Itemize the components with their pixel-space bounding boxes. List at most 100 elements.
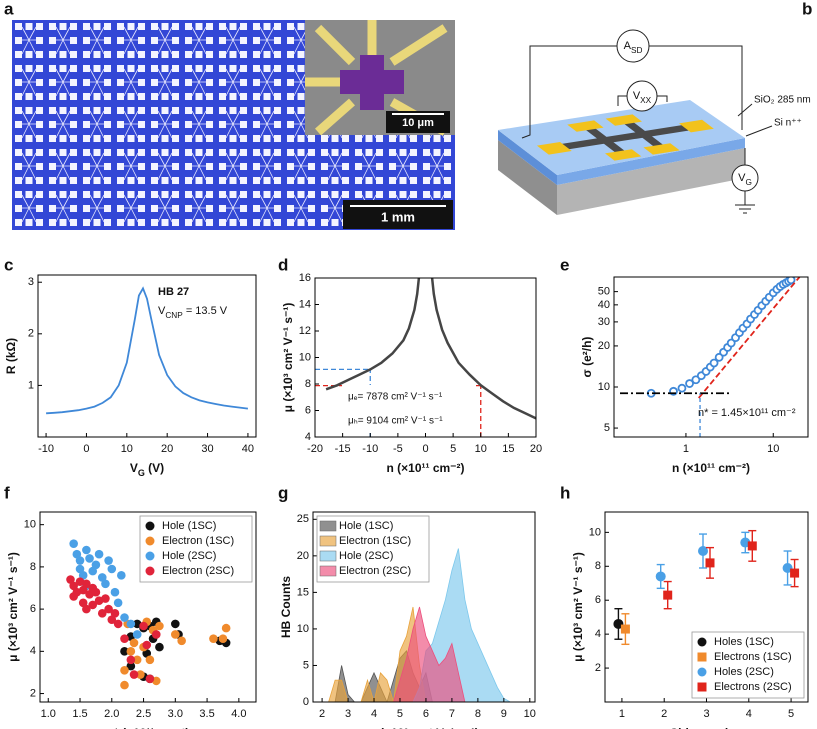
annotation: n* = 1.45×10¹¹ cm⁻²	[698, 407, 796, 419]
legend-swatch	[319, 550, 337, 562]
x-axis-label-base: V	[130, 461, 138, 475]
point	[136, 670, 145, 679]
x-tick-label: 1	[683, 443, 689, 455]
point	[82, 545, 91, 555]
y-tick-label: 8	[595, 560, 601, 572]
y-tick-label: 14	[299, 298, 311, 310]
y-tick-label: 16	[299, 272, 311, 284]
legend-swatch	[145, 521, 155, 531]
legend-label: Electrons (1SC)	[714, 651, 792, 663]
y-tick-label: 2	[28, 328, 34, 340]
point	[126, 647, 136, 656]
x-tick-label: 10	[475, 443, 487, 455]
x-tick-label: -15	[335, 443, 351, 455]
device-label: Si n⁺⁺	[774, 118, 802, 129]
point	[101, 594, 110, 603]
x-tick-label: 6	[423, 708, 429, 720]
legend-label: Electron (2SC)	[339, 565, 411, 577]
point	[110, 609, 120, 618]
y-tick-label: 5	[303, 659, 309, 671]
line	[430, 278, 536, 420]
point	[94, 549, 104, 559]
point	[790, 568, 800, 578]
x-tick-label: 20	[161, 443, 173, 455]
point	[655, 571, 666, 582]
point	[142, 649, 152, 658]
x-axis-label: Chip number	[670, 726, 744, 729]
x-tick-label: 20	[530, 443, 542, 455]
point	[120, 613, 129, 622]
panel-label: a	[4, 0, 14, 18]
x-tick-label: 2.5	[136, 708, 151, 720]
y-tick-label: 0	[303, 696, 309, 708]
fit-line	[698, 277, 801, 399]
point	[139, 621, 148, 631]
legend-swatch	[697, 637, 707, 647]
device-label-sub: G	[745, 178, 751, 187]
device-label: ASD	[624, 40, 643, 55]
point	[66, 575, 75, 584]
point	[120, 680, 129, 690]
legend-label: Hole (1SC)	[339, 520, 393, 532]
device-label: SiO₂ 285 nm	[754, 95, 811, 106]
point	[120, 666, 129, 675]
device-label-base: A	[624, 40, 632, 52]
legend-box	[139, 515, 253, 583]
x-tick-label: 40	[242, 443, 254, 455]
point	[97, 609, 107, 618]
x-tick-label: 15	[502, 443, 514, 455]
plot-area	[620, 277, 801, 437]
scale-bar-label: 10 μm	[402, 117, 434, 129]
line	[325, 278, 421, 391]
scale-bar-box	[343, 200, 453, 229]
point	[72, 549, 82, 559]
legend-label: Electron (1SC)	[162, 535, 234, 547]
annotation-tail: = 13.5 V	[183, 305, 228, 317]
legend-swatch	[145, 536, 155, 546]
legend-swatch	[697, 682, 707, 692]
y-tick-label: 6	[305, 404, 311, 416]
point	[88, 583, 98, 593]
point	[113, 619, 123, 629]
point	[126, 655, 136, 665]
point	[663, 590, 673, 600]
plot-area	[322, 548, 517, 702]
plot-frame	[314, 277, 537, 438]
x-tick-label: -10	[362, 443, 378, 455]
y-tick-label: 6	[30, 603, 36, 615]
plot-area	[46, 286, 249, 415]
plot-frame	[312, 511, 536, 703]
x-axis-label: VG (V)	[130, 461, 164, 478]
annotation-box	[342, 385, 476, 433]
x-tick-label: 0	[83, 443, 89, 455]
panel-b: b	[498, 0, 812, 215]
point	[78, 598, 88, 608]
legend-label: Hole (2SC)	[339, 550, 393, 562]
legend-label: Hole (1SC)	[162, 520, 216, 532]
plot-area	[66, 539, 231, 690]
point	[726, 338, 736, 348]
point	[145, 655, 155, 665]
panel-label: g	[278, 483, 288, 502]
y-tick-label: 5	[604, 422, 610, 434]
x-tick-label: -10	[38, 443, 54, 455]
legend-label: Electrons (2SC)	[714, 681, 792, 693]
annotation: VCNP = 13.5 V	[158, 305, 228, 320]
x-tick-label: -20	[307, 443, 323, 455]
y-tick-label: 25	[297, 513, 309, 525]
legend-swatch	[697, 652, 707, 662]
point	[126, 619, 136, 629]
x-tick-label: 3	[703, 708, 709, 720]
point	[104, 556, 113, 565]
panel-a: a 10 μm 1 mm	[4, 0, 455, 230]
x-axis-label-tail: (V)	[145, 461, 164, 475]
point	[129, 638, 139, 648]
panel-label: f	[4, 483, 10, 502]
device-label: VG	[738, 172, 752, 187]
legend-box	[691, 631, 805, 699]
device-label-sub: XX	[640, 96, 652, 105]
point	[101, 579, 110, 589]
point	[145, 674, 155, 684]
y-tick-label: 1	[28, 379, 34, 391]
x-axis-label: n (×10¹¹ cm⁻²)	[672, 461, 750, 475]
